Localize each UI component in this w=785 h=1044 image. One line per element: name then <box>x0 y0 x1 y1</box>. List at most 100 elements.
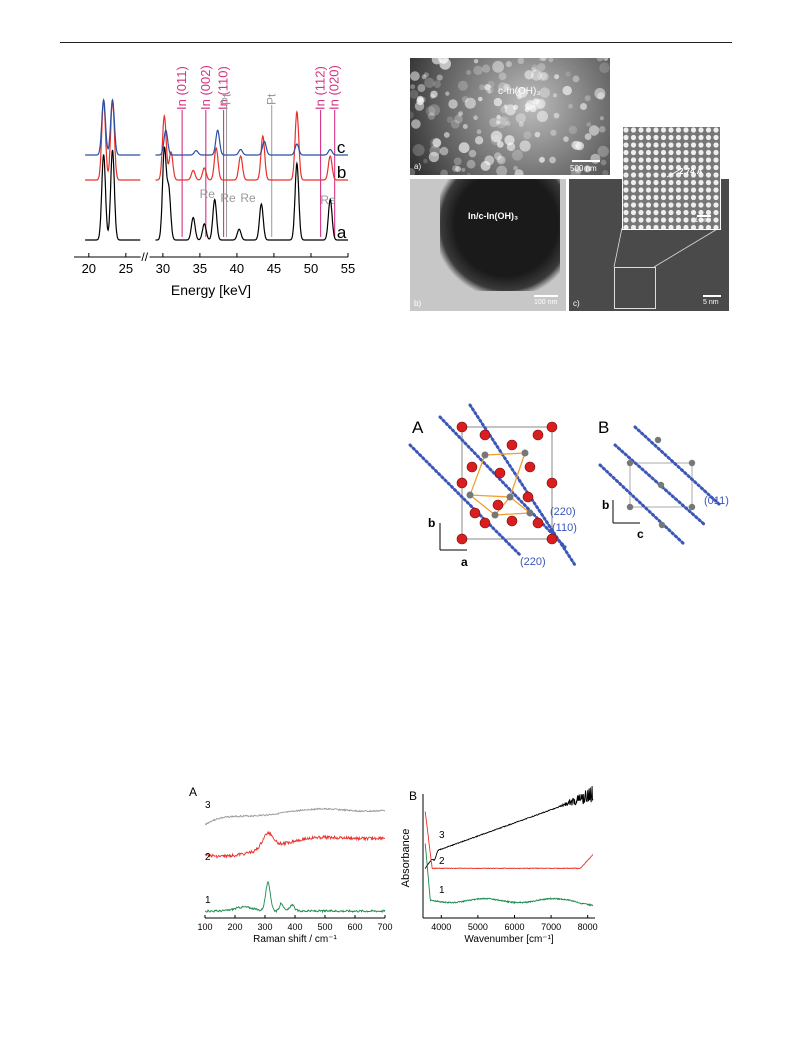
sem-particle <box>458 142 470 154</box>
sem-particle <box>570 168 581 175</box>
sem-particle <box>505 121 511 127</box>
sem-particle <box>484 155 495 166</box>
sem-particle <box>410 89 419 99</box>
sem-particle <box>550 129 557 136</box>
lattice-spot <box>645 202 652 208</box>
pt-label: Pt <box>265 93 279 105</box>
indium-atom <box>506 493 514 501</box>
raman-tick-label: 500 <box>317 922 332 932</box>
atom-B <box>657 481 665 489</box>
sem-particle <box>473 59 479 64</box>
lattice-spot <box>713 127 719 133</box>
lattice-spot <box>653 149 659 156</box>
sem-particle <box>448 99 458 109</box>
lattice-spot <box>653 142 659 148</box>
sem-image-a: a) c-In(OH)₃ 500 nm <box>410 58 610 175</box>
re-label: Re <box>240 191 256 205</box>
lattice-spot <box>705 224 712 229</box>
sem-particle <box>599 126 606 133</box>
lattice-spot <box>705 202 712 208</box>
lattice-spot <box>630 142 637 148</box>
sem-particle <box>476 129 482 135</box>
sem-particle <box>466 70 472 75</box>
lattice-spot <box>653 194 659 201</box>
lattice-spot <box>683 157 689 163</box>
sem-particle <box>599 116 604 121</box>
lattice-spot <box>705 194 712 201</box>
lattice-spot <box>660 149 667 156</box>
raman-chart: A 100 200 300 400 500 600 700 Raman shift / cm⁻¹… <box>189 785 393 945</box>
lattice-spot <box>683 127 689 133</box>
sem-particle <box>458 111 464 116</box>
lattice-spot <box>630 172 637 178</box>
lattice-spot <box>675 164 682 171</box>
oxygen-atom <box>456 533 468 545</box>
lattice-spot <box>690 142 697 148</box>
lattice-spot <box>638 134 644 141</box>
lattice-spot <box>713 202 719 208</box>
lattice-spot <box>623 127 629 133</box>
lattice-spot <box>698 194 704 201</box>
sem-particle <box>496 155 504 163</box>
lattice-spot <box>660 187 667 193</box>
sem-particle <box>531 67 537 72</box>
atom-B <box>626 459 634 467</box>
lattice-spot <box>630 224 637 229</box>
oxygen-atom <box>506 515 518 527</box>
particle-shape <box>440 179 560 291</box>
sem-particle <box>513 165 518 171</box>
lattice-spot <box>705 172 712 178</box>
lattice-spot <box>713 217 719 223</box>
oxygen-atom <box>522 491 534 503</box>
sem-particle <box>538 58 543 61</box>
sem-particle <box>583 165 591 173</box>
sem-particle <box>464 97 476 109</box>
plane-label-A: (220) <box>550 506 576 518</box>
lattice-spot <box>705 164 712 171</box>
header-rule <box>60 42 732 43</box>
lattice-spot <box>668 134 674 141</box>
lattice-spot <box>638 202 644 208</box>
lattice-spot <box>623 187 629 193</box>
sem-particle <box>575 141 584 151</box>
lattice-spot <box>645 194 652 201</box>
lattice-spot <box>675 142 682 148</box>
lattice-spot <box>660 164 667 171</box>
sem-particle <box>433 80 441 88</box>
lattice-spot <box>660 142 667 148</box>
lattice-spot <box>705 134 712 141</box>
lattice-spot <box>623 209 629 216</box>
ir-tick-label: 7000 <box>541 922 561 932</box>
lattice-spot <box>698 149 704 156</box>
lattice-spot <box>675 187 682 193</box>
lattice-spot <box>698 187 704 193</box>
lattice-spot <box>675 157 682 163</box>
lattice-spot <box>675 149 682 156</box>
axis-break-mark: // <box>141 250 148 264</box>
ir-series-label: 2 <box>439 856 445 867</box>
sem-particle <box>497 82 509 93</box>
sem-particle <box>588 125 600 136</box>
sem-particle <box>536 110 548 122</box>
sem-particle <box>473 65 483 75</box>
lattice-spot <box>690 209 697 216</box>
atom-B <box>654 436 662 444</box>
sem-particle <box>421 74 427 80</box>
sem-particle <box>599 62 610 73</box>
lattice-spot <box>623 164 629 171</box>
lattice-spot <box>630 179 637 186</box>
x-tick-label: 30 <box>156 261 170 276</box>
lattice-spot <box>660 209 667 216</box>
sem-particle <box>411 119 421 129</box>
ir-tick-label: 6000 <box>504 922 524 932</box>
sem-particle <box>554 74 560 80</box>
re-label: Re <box>200 187 216 201</box>
sem-particle <box>506 142 516 152</box>
sem-particle <box>424 77 435 88</box>
lattice-spot <box>623 149 629 156</box>
lattice-spot <box>653 172 659 178</box>
sem-particle <box>457 80 468 91</box>
lattice-spot <box>683 149 689 156</box>
sem-particle <box>410 84 416 90</box>
lattice-spot <box>690 194 697 201</box>
